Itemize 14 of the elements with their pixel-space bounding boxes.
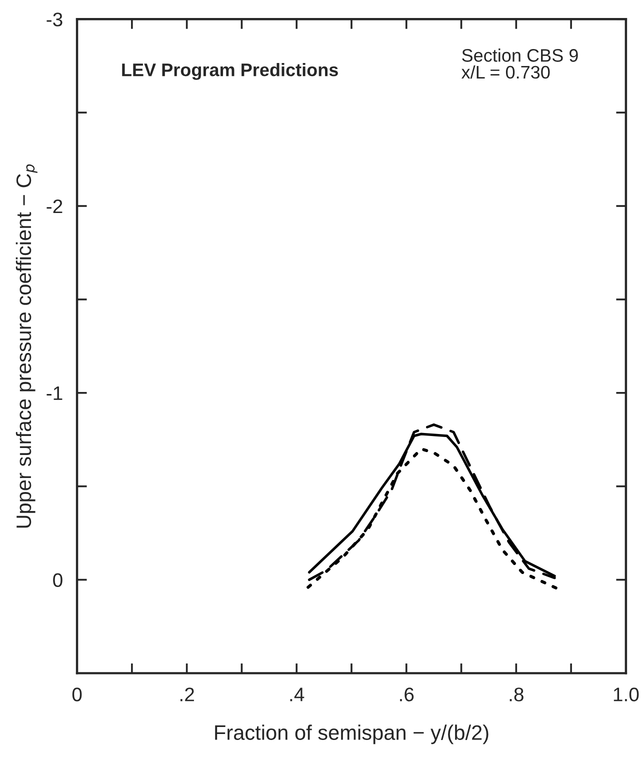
x-tick-label: .4	[290, 688, 304, 702]
x-tick-label: .6	[400, 688, 414, 702]
y-tick-label: -2	[46, 199, 62, 214]
annotation: Section CBS 9 x/L = 0.730	[461, 48, 578, 79]
x-axis-title: Fraction of semispan − y/(b/2)	[215, 724, 488, 744]
x-tick-label: .8	[510, 688, 524, 702]
x-tick-label: 0	[72, 688, 82, 702]
x-tick-label: 1.0	[614, 688, 639, 702]
y-tick-label: -1	[46, 386, 62, 400]
y-tick-label: -3	[46, 12, 62, 26]
y-axis-title: Upper surface pressure coefficient − C$_{p}$	[16, 164, 38, 528]
x-tick-label: .2	[180, 688, 194, 702]
text: LEV Program Predictions	[122, 62, 338, 80]
y-tick-label: 0	[53, 573, 62, 587]
